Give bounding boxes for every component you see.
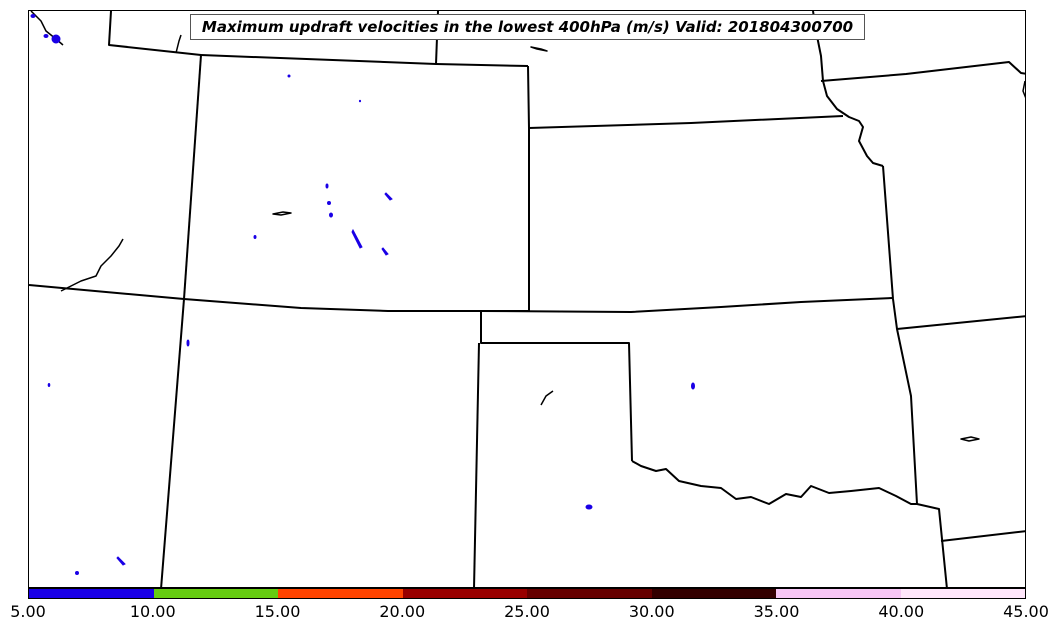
colorbar-tick-label: 40.00 <box>878 602 925 621</box>
colorbar <box>28 588 1026 599</box>
updraft-cell <box>691 382 695 390</box>
colorbar-tick-labels: 5.00 10.00 15.00 20.00 25.00 30.00 35.00 40.00 4… <box>0 602 1060 626</box>
lake-shoreline <box>60 238 124 292</box>
colorbar-segment <box>900 589 1025 598</box>
map-area <box>28 10 1026 588</box>
boundary-nebraska-kansas <box>528 115 844 129</box>
colorbar-segment <box>278 589 403 598</box>
colorbar-segment <box>402 589 527 598</box>
updraft-cell <box>116 556 126 566</box>
updraft-cell <box>384 192 393 201</box>
boundary-missouri-river <box>812 11 884 167</box>
map-title: Maximum updraft velocities in the lowest… <box>190 14 865 40</box>
boundary-wyoming-east-nebraska <box>200 54 529 67</box>
updraft-cell <box>287 74 291 78</box>
lake-ks <box>540 390 554 406</box>
boundary-utah-arizona <box>29 284 529 312</box>
updraft-cell <box>381 247 389 256</box>
updraft-cell <box>327 201 331 205</box>
lake-ia <box>1022 80 1025 99</box>
colorbar-tick-label: 30.00 <box>628 602 675 621</box>
updraft-cell <box>351 228 363 249</box>
colorbar-segment <box>776 589 901 598</box>
boundary-colorado-east <box>527 65 530 311</box>
updraft-cell <box>30 14 36 18</box>
boundary-iowa-missouri <box>820 61 1025 82</box>
updraft-cell <box>253 235 257 239</box>
colorbar-tick-label: 25.00 <box>504 602 550 621</box>
boundary-missouri-east <box>882 165 918 505</box>
lake-wyoming <box>272 211 292 216</box>
boundary-wyoming-north <box>108 11 202 56</box>
updraft-cells <box>30 14 695 575</box>
updraft-cell <box>325 183 329 189</box>
updraft-cell <box>47 383 51 387</box>
boundary-red-river <box>631 460 948 587</box>
updraft-cell <box>186 339 190 347</box>
colorbar-segment <box>651 589 776 598</box>
updraft-cell <box>358 99 362 103</box>
colorbar-tick-label: 10.00 <box>129 602 176 621</box>
colorbar-tick-label: 15.00 <box>254 602 301 621</box>
boundary-az-nm <box>160 298 185 587</box>
map-svg <box>29 11 1025 587</box>
boundary-ok-panhandle <box>480 311 633 462</box>
colorbar-segment <box>527 589 652 598</box>
colorbar-tick-label: 5.00 <box>10 602 46 621</box>
boundary-ks-ok <box>480 297 894 313</box>
boundary-ar-la <box>940 530 1025 542</box>
colorbar-segment <box>29 589 154 598</box>
lake-sd <box>530 46 548 52</box>
lake-mt <box>175 34 182 54</box>
updraft-cell <box>75 571 79 575</box>
colorbar-tick-label: 45.00 <box>1003 602 1049 621</box>
boundary-ks-mo <box>896 315 1025 330</box>
updraft-cell <box>51 34 61 44</box>
updraft-cell <box>43 34 49 38</box>
lake-ar <box>960 436 980 442</box>
colorbar-segment <box>153 589 278 598</box>
updraft-cell <box>329 212 333 218</box>
state-boundaries <box>29 11 1025 587</box>
boundary-colorado-west <box>183 54 202 300</box>
colorbar-tick-label: 35.00 <box>753 602 800 621</box>
colorbar-tick-label: 20.00 <box>379 602 426 621</box>
updraft-cell <box>585 504 593 510</box>
boundary-nm-texas <box>473 342 480 587</box>
